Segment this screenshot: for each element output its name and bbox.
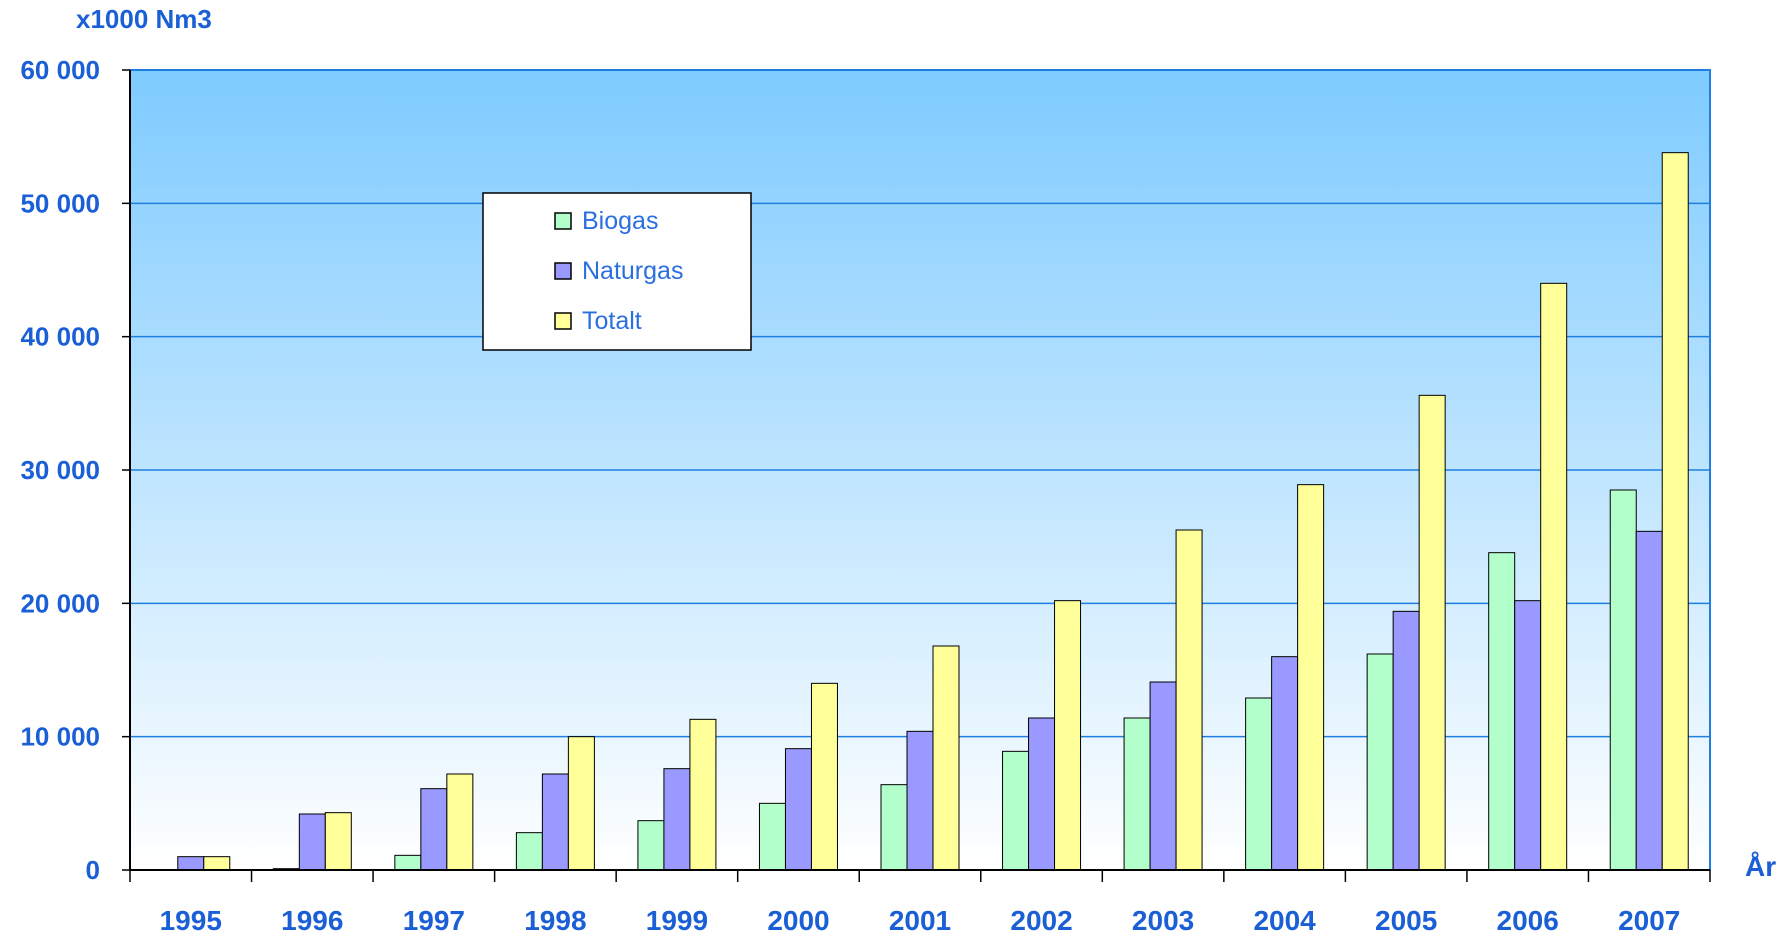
bar-biogas-1999 [637,820,665,871]
bar-totalt-2002 [1054,600,1082,871]
bar-biogas-2002 [1002,750,1030,871]
bar-totalt-2000 [810,682,838,871]
bar-biogas-2004 [1245,697,1273,871]
legend-label-totalt: Totalt [582,307,642,335]
bar-naturgas-1999 [663,768,691,871]
x-tick-label: 1995 [160,905,222,936]
x-tick-label: 1999 [646,905,708,936]
y-tick-label: 50 000 [20,188,100,218]
y-tick-label: 60 000 [20,55,100,85]
bar-naturgas-2006 [1514,600,1542,871]
legend-swatch-naturgas [554,262,572,280]
legend-label-naturgas: Naturgas [582,257,683,285]
legend: Biogas Naturgas Totalt [482,192,752,351]
y-tick-label: 30 000 [20,455,100,485]
bar-biogas-1997 [394,854,422,871]
bar-totalt-1997 [446,773,474,871]
x-tick-labels: 1995 1996 1997 1998 1999 2000 2001 2002 2003 2004… [160,905,1681,936]
bar-naturgas-2003 [1149,681,1177,871]
y-tick-label: 10 000 [20,722,100,752]
bar-biogas-2000 [758,802,786,871]
y-tick-label: 0 [86,855,100,885]
bar-naturgas-2007 [1635,530,1663,871]
x-tick-label: 2000 [767,905,829,936]
bar-biogas-1998 [515,832,543,871]
x-axis-title: År [1745,851,1776,882]
bar-naturgas-1996 [298,813,326,871]
legend-box [482,192,752,351]
gridlines [130,202,1710,738]
bar-biogas-2006 [1488,552,1516,871]
bar-naturgas-1997 [420,788,448,871]
legend-swatch-biogas [554,212,572,230]
x-tick-label: 2003 [1132,905,1194,936]
x-tick-label: 1997 [403,905,465,936]
x-tick-label: 2005 [1375,905,1437,936]
bar-totalt-1996 [324,812,352,871]
bar-totalt-1998 [567,736,595,871]
x-tick-label: 2004 [1253,905,1316,936]
bar-totalt-2005 [1418,394,1446,871]
bar-naturgas-1995 [177,856,205,871]
bar-totalt-1995 [203,856,231,871]
bar-biogas-2007 [1609,489,1637,871]
x-tick-label: 2001 [889,905,951,936]
x-tick-label: 2002 [1010,905,1072,936]
bar-naturgas-2000 [784,748,812,871]
bar-biogas-2001 [880,784,908,871]
bar-totalt-2001 [932,645,960,871]
bar-naturgas-2001 [906,730,934,871]
y-tick-label: 40 000 [20,322,100,352]
bar-totalt-2003 [1175,529,1203,871]
bar-totalt-2004 [1297,484,1325,871]
bar-naturgas-2004 [1271,656,1299,871]
legend-swatch-totalt [554,312,572,330]
bar-biogas-2005 [1366,653,1394,871]
y-tick-labels: 0 10 000 20 000 30 000 40 000 50 000 60 000 [20,55,100,885]
bar-totalt-2007 [1661,152,1689,871]
y-axis-title: x1000 Nm3 [76,4,212,34]
x-tick-label: 1998 [524,905,586,936]
axes [122,69,1711,882]
bar-naturgas-2002 [1028,717,1056,871]
bar-totalt-1999 [689,718,717,871]
y-tick-label: 20 000 [20,588,100,618]
bar-biogas-2003 [1123,717,1151,871]
legend-label-biogas: Biogas [582,207,658,235]
bars [177,152,1689,871]
x-tick-label: 2006 [1497,905,1559,936]
bar-naturgas-1998 [541,773,569,871]
x-tick-label: 2007 [1618,905,1680,936]
x-tick-label: 1996 [281,905,343,936]
bar-totalt-2006 [1540,282,1568,871]
bar-naturgas-2005 [1392,610,1420,871]
